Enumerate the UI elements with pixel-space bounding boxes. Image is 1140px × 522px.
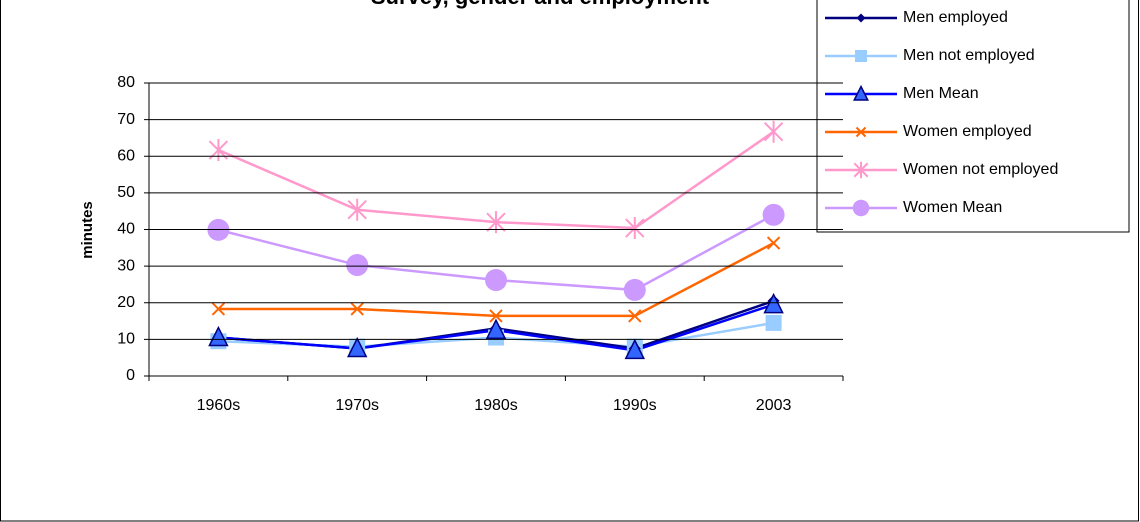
marker	[856, 13, 866, 23]
legend-label: Women employed	[903, 123, 1032, 140]
legend-label: Men Mean	[903, 85, 979, 102]
legend-label: Men employed	[903, 9, 1008, 26]
marker	[625, 217, 645, 240]
y-tick-label: 30	[117, 257, 135, 274]
x-tick-label: 2003	[756, 397, 792, 414]
marker	[211, 302, 226, 316]
y-tick-label: 60	[117, 147, 135, 164]
legend-label: Men not employed	[903, 47, 1035, 64]
y-tick-label: 80	[117, 74, 135, 91]
marker	[346, 336, 368, 358]
marker	[624, 338, 646, 360]
y-axis-label: minutes	[79, 201, 96, 259]
y-tick-label: 0	[126, 367, 135, 384]
marker	[350, 302, 364, 316]
y-tick-label: 70	[117, 111, 135, 128]
marker	[208, 325, 229, 347]
y-tick-label: 50	[117, 184, 135, 201]
marker	[489, 309, 503, 323]
x-tick-label: 1980s	[474, 397, 518, 414]
marker	[852, 199, 870, 217]
plot-area	[207, 120, 785, 360]
marker	[762, 203, 785, 226]
marker	[855, 50, 867, 62]
marker	[855, 126, 867, 138]
legend-label: Women not employed	[903, 161, 1058, 178]
y-tick-label: 10	[117, 331, 135, 348]
marker	[853, 84, 869, 101]
marker	[763, 120, 784, 143]
marker	[763, 292, 784, 314]
legend-label: Women Mean	[903, 199, 1002, 216]
y-tick-label: 20	[117, 294, 135, 311]
marker	[623, 278, 646, 301]
y-tick-label: 40	[117, 221, 135, 238]
chart-title: Survey, gender and employment	[371, 0, 710, 9]
marker	[765, 314, 782, 331]
marker	[347, 198, 367, 221]
legend-box	[816, 0, 1130, 233]
x-tick-label: 1960s	[197, 397, 241, 414]
marker	[485, 269, 507, 292]
marker	[346, 254, 369, 277]
marker	[628, 309, 642, 323]
marker	[766, 236, 781, 250]
marker	[853, 161, 869, 179]
x-tick-label: 1990s	[613, 397, 657, 414]
x-tick-label: 1970s	[335, 397, 379, 414]
legend: Men employed Men not employed Men Mean Wome…	[816, 0, 1130, 233]
marker	[485, 318, 507, 339]
